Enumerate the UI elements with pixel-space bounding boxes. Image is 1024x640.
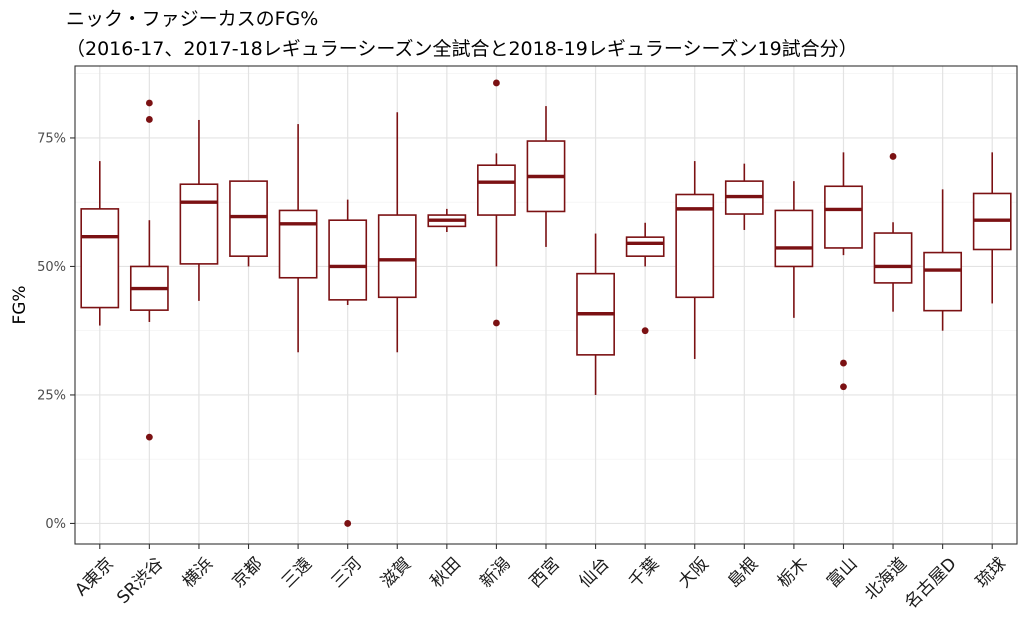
- chart-title: ニック・ファジーカスのFG%: [66, 8, 319, 30]
- outlier-point: [889, 153, 897, 160]
- outlier-point: [840, 383, 847, 391]
- box-12: [625, 222, 665, 335]
- box-iqr: [774, 209, 814, 268]
- box-15: [774, 181, 814, 318]
- x-tick-label: SR渋谷: [113, 554, 167, 608]
- box-series: [80, 79, 1012, 527]
- box-17: [873, 153, 913, 312]
- box-6: [328, 199, 368, 527]
- box-iqr: [179, 183, 219, 265]
- x-tick-label: 横浜: [179, 554, 217, 592]
- y-axis-title: FG%: [10, 285, 30, 324]
- x-tick-label: 三遠: [278, 554, 316, 592]
- box-10: [526, 106, 566, 247]
- outlier-point: [641, 327, 649, 335]
- x-tick-label: 大阪: [675, 554, 713, 592]
- x-tick-label: 滋賀: [377, 554, 415, 592]
- box-iqr: [278, 209, 318, 279]
- box-iqr: [675, 193, 715, 299]
- box-iqr: [377, 214, 417, 299]
- outlier-point: [145, 433, 153, 441]
- x-tick-label: 栃木: [774, 554, 812, 592]
- y-tick-label: 0%: [45, 517, 66, 532]
- box-iqr: [824, 185, 863, 249]
- outlier-point: [493, 319, 500, 327]
- chart-subtitle: （2016-17、2017-18レギュラーシーズン全試合と2018-19レギュラ…: [66, 38, 858, 60]
- box-19: [972, 152, 1012, 304]
- box-7: [377, 112, 417, 353]
- x-tick-label: 新潟: [476, 554, 514, 592]
- box-8: [427, 208, 467, 233]
- box-iqr: [477, 164, 516, 216]
- y-tick-label: 50%: [37, 260, 66, 275]
- x-tick-label: 名古屋D: [901, 554, 960, 613]
- box-11: [576, 233, 615, 395]
- box-9: [477, 79, 516, 327]
- box-13: [675, 161, 715, 359]
- y-axis: 0% 25% 50% 75%: [37, 131, 75, 532]
- x-tick-label: 富山: [823, 554, 861, 592]
- box-1: [80, 161, 120, 326]
- x-tick-label: 三河: [328, 554, 366, 592]
- x-tick-label: 千葉: [625, 554, 663, 592]
- y-tick-label: 25%: [37, 388, 66, 403]
- box-iqr: [80, 208, 120, 309]
- box-iqr: [229, 180, 268, 257]
- y-tick-label: 75%: [37, 131, 66, 146]
- x-tick-label: 京都: [228, 554, 266, 592]
- outlier-point: [145, 116, 153, 123]
- box-2: [129, 99, 169, 441]
- box-iqr: [328, 219, 368, 301]
- box-5: [278, 124, 318, 353]
- x-tick-label: 島根: [724, 554, 762, 592]
- box-16: [824, 152, 863, 391]
- box-14: [724, 163, 764, 230]
- outlier-point: [145, 99, 153, 107]
- outlier-point: [840, 359, 847, 367]
- x-tick-label: 西宮: [526, 554, 564, 592]
- box-18: [923, 189, 963, 331]
- box-iqr: [625, 236, 665, 257]
- box-4: [229, 180, 268, 267]
- box-iqr: [873, 232, 913, 284]
- x-tick-label: A東京: [71, 554, 117, 600]
- box-3: [179, 119, 219, 301]
- outlier-point: [344, 520, 352, 527]
- outlier-point: [493, 79, 500, 87]
- x-tick-label: 秋田: [427, 554, 465, 592]
- x-tick-label: 琉球: [972, 554, 1010, 592]
- x-tick-label: 仙台: [575, 554, 613, 592]
- box-iqr: [923, 251, 963, 312]
